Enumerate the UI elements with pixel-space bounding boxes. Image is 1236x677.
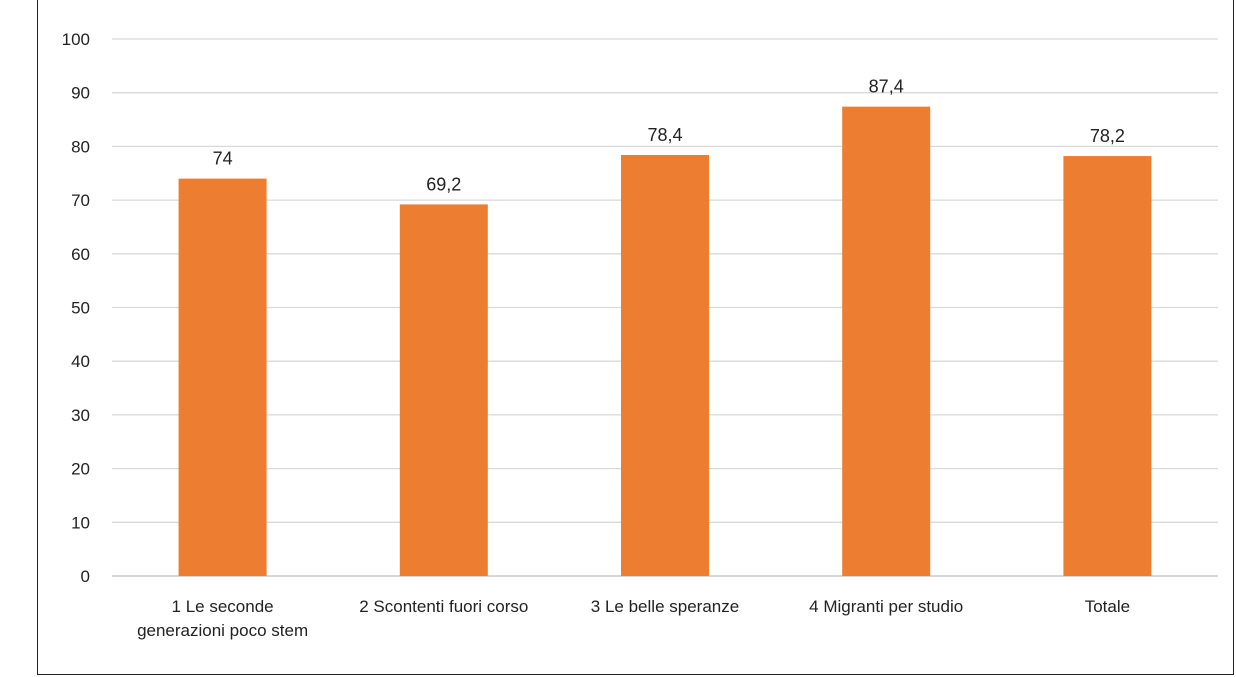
- y-tick-label: 30: [71, 406, 90, 425]
- x-category-label: Totale: [1085, 597, 1130, 616]
- data-label: 78,2: [1090, 126, 1125, 146]
- x-category-label: 1 Le seconde generazioni poco stem: [137, 597, 308, 640]
- data-label: 69,2: [426, 174, 461, 194]
- y-tick-label: 50: [71, 299, 90, 318]
- y-axis-ticks: 0 10 20 30 40 50 60 70 80 90 100: [62, 30, 90, 586]
- x-category-label: 3 Le belle speranze: [591, 597, 739, 616]
- bar: [399, 204, 488, 576]
- y-tick-label: 100: [62, 30, 90, 49]
- y-tick-label: 70: [71, 191, 90, 210]
- data-label: 87,4: [869, 77, 904, 97]
- bar: [621, 154, 709, 576]
- y-tick-label: 10: [71, 513, 90, 532]
- data-label: 78,4: [647, 125, 682, 145]
- y-tick-label: 90: [71, 84, 90, 103]
- y-tick-label: 20: [71, 460, 90, 479]
- x-category-label: 2 Scontenti fuori corso: [359, 597, 528, 616]
- y-tick-label: 80: [71, 137, 90, 156]
- bar: [178, 178, 267, 576]
- y-tick-label: 40: [71, 352, 90, 371]
- y-tick-label: 0: [81, 567, 90, 586]
- data-label: 74: [213, 149, 233, 169]
- bar: [842, 106, 931, 577]
- y-tick-label: 60: [71, 245, 90, 264]
- data-labels: 74 69,2 78,4 87,4 78,2: [213, 77, 1125, 195]
- x-category-label: 4 Migranti per studio: [809, 597, 963, 616]
- bar: [1063, 156, 1152, 577]
- x-axis-categories: 1 Le seconde generazioni poco stem 2 Scont…: [137, 597, 1130, 640]
- bars: [178, 106, 1152, 577]
